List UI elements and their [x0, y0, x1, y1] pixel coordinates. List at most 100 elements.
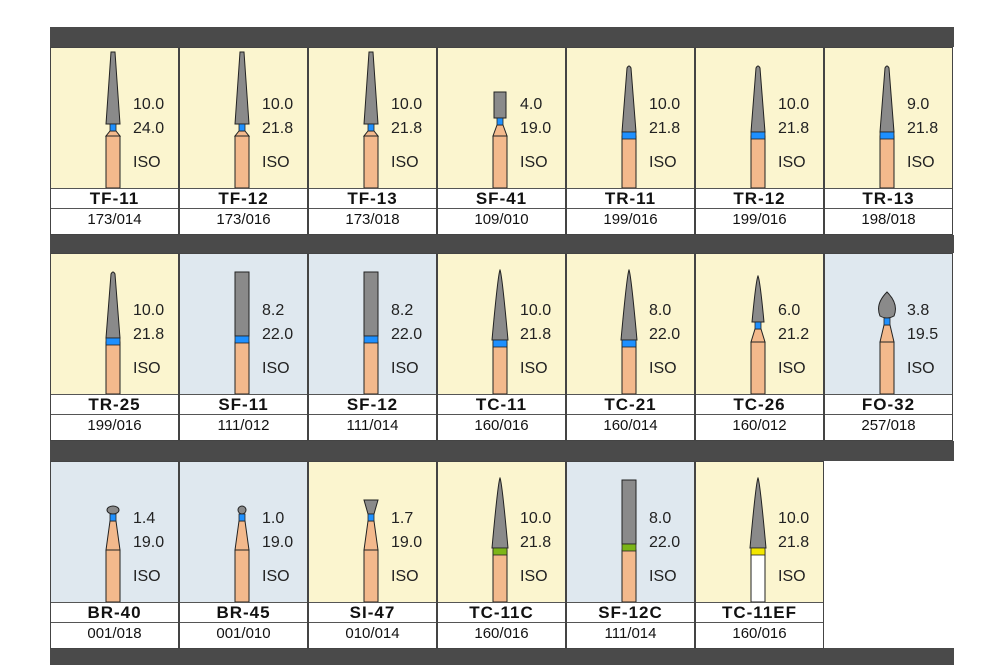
bur-card[interactable]: 6.0 21.2 ISO TC-26 160/012 [695, 253, 824, 441]
total-length-value: 24.0 [133, 120, 165, 137]
bur-model-name: BR-40 [51, 602, 178, 623]
bur-drawing [491, 268, 509, 394]
iso-label: ISO [649, 568, 677, 585]
bur-card[interactable]: 8.2 22.0 ISO SF-12 111/014 [308, 253, 437, 441]
bur-card[interactable]: 10.0 21.8 ISO TR-11 199/016 [566, 47, 695, 235]
iso-code: 199/016 [732, 211, 787, 228]
iso-label: ISO [262, 360, 290, 377]
bur-image [234, 271, 250, 394]
bur-image [233, 51, 251, 188]
total-length-value: 22.0 [391, 326, 423, 343]
bur-shank [234, 341, 250, 394]
bur-color-band [109, 513, 117, 522]
head-length-value: 1.4 [133, 510, 156, 527]
total-length-value: 21.2 [778, 326, 810, 343]
bur-model-name: TR-25 [51, 394, 178, 415]
iso-code: 173/016 [216, 211, 271, 228]
bur-card[interactable]: 10.0 21.8 ISO TF-13 173/018 [308, 47, 437, 235]
total-length-value: 19.0 [520, 120, 552, 137]
bur-head [750, 65, 766, 133]
separator-band-bottom [50, 648, 954, 665]
iso-code: 010/014 [345, 625, 400, 642]
bur-shank [750, 549, 766, 602]
head-length-value: 10.0 [520, 302, 552, 319]
iso-code: 111/014 [346, 417, 399, 434]
bur-model-name: BR-45 [180, 602, 307, 623]
bur-head [491, 268, 509, 341]
bur-card[interactable]: 10.0 21.8 ISO TC-11 160/016 [437, 253, 566, 441]
bur-color-band [750, 547, 766, 556]
bur-image [879, 65, 895, 188]
bur-neck [234, 520, 250, 551]
bur-neck [363, 520, 379, 551]
bur-shank [750, 341, 766, 394]
head-length-value: 1.0 [262, 510, 285, 527]
bur-drawing [105, 505, 121, 602]
bur-card[interactable]: 1.0 19.0 ISO BR-45 001/010 [179, 461, 308, 649]
bur-drawing [234, 271, 250, 394]
total-length-value: 21.8 [520, 326, 552, 343]
bur-card[interactable]: 1.4 19.0 ISO BR-40 001/018 [50, 461, 179, 649]
bur-drawing [492, 91, 508, 188]
bur-shank [879, 341, 895, 394]
bur-card[interactable]: 3.8 19.5 ISO FO-32 257/018 [824, 253, 953, 441]
bur-model-name: SF-12 [309, 394, 436, 415]
head-length-value: 8.0 [649, 302, 672, 319]
bur-drawing [233, 51, 251, 188]
bur-head [879, 65, 895, 133]
bur-image [492, 91, 508, 188]
bur-card[interactable]: 8.0 22.0 ISO SF-12C 111/014 [566, 461, 695, 649]
head-length-value: 8.0 [649, 510, 672, 527]
iso-code: 199/016 [87, 417, 142, 434]
bur-head [237, 505, 247, 515]
iso-code: 173/014 [87, 211, 142, 228]
iso-label: ISO [133, 568, 161, 585]
bur-card[interactable]: 9.0 21.8 ISO TR-13 198/018 [824, 47, 953, 235]
bur-shank [105, 135, 121, 188]
bur-card[interactable]: 10.0 21.8 ISO TF-12 173/016 [179, 47, 308, 235]
bur-image [878, 291, 896, 394]
iso-label: ISO [649, 154, 677, 171]
bur-card[interactable]: 8.0 22.0 ISO TC-21 160/014 [566, 253, 695, 441]
bur-card[interactable]: 10.0 21.8 ISO TR-25 199/016 [50, 253, 179, 441]
bur-image [491, 476, 509, 602]
bur-card[interactable]: 10.0 24.0 ISO TF-11 173/014 [50, 47, 179, 235]
bur-color-band [109, 123, 117, 132]
head-length-value: 10.0 [778, 510, 810, 527]
bur-card[interactable]: 10.0 21.8 ISO TR-12 199/016 [695, 47, 824, 235]
iso-code: 111/014 [604, 625, 657, 642]
bur-color-band [234, 335, 250, 344]
total-length-value: 21.8 [778, 120, 810, 137]
bur-card[interactable]: 8.2 22.0 ISO SF-11 111/012 [179, 253, 308, 441]
total-length-value: 19.0 [391, 534, 423, 551]
bur-head [363, 499, 379, 515]
bur-color-band [621, 543, 637, 552]
iso-code: 257/018 [861, 417, 916, 434]
bur-head [105, 51, 121, 125]
bur-color-band [496, 117, 504, 126]
head-length-value: 3.8 [907, 302, 930, 319]
bur-color-band [621, 131, 637, 140]
iso-label: ISO [907, 154, 935, 171]
bur-card[interactable]: 10.0 21.8 ISO TC-11C 160/016 [437, 461, 566, 649]
bur-drawing [621, 479, 637, 602]
bur-model-name: TC-11C [438, 602, 565, 623]
bur-image [104, 51, 122, 188]
bur-color-band [105, 337, 121, 346]
bur-color-band [363, 335, 379, 344]
bur-model-name: TF-11 [51, 188, 178, 209]
bur-image [362, 51, 380, 188]
separator-band-top [50, 27, 954, 47]
iso-label: ISO [391, 360, 419, 377]
bur-color-band [883, 317, 891, 326]
separator-band-mid1 [50, 235, 954, 253]
iso-code: 001/010 [216, 625, 271, 642]
bur-shank [105, 341, 121, 394]
bur-shank [621, 549, 637, 602]
iso-code: 199/016 [603, 211, 658, 228]
bur-card[interactable]: 1.7 19.0 ISO SI-47 010/014 [308, 461, 437, 649]
bur-card[interactable]: 10.0 21.8 ISO TC-11EF 160/016 [695, 461, 824, 649]
bur-color-band [367, 513, 375, 522]
head-length-value: 10.0 [133, 302, 165, 319]
bur-card[interactable]: 4.0 19.0 ISO SF-41 109/010 [437, 47, 566, 235]
